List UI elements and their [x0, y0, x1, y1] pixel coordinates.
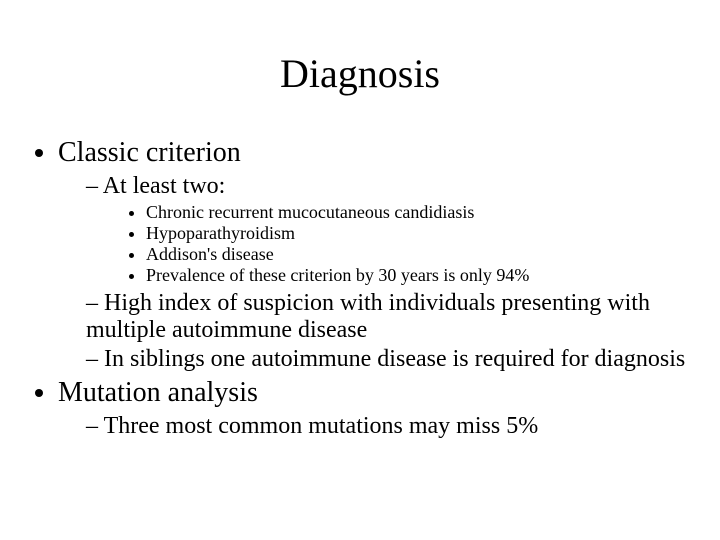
list-item: Classic criterion At least two: Chronic …	[58, 137, 690, 373]
list-item: At least two: Chronic recurrent mucocuta…	[86, 173, 690, 286]
list-item: In siblings one autoimmune disease is re…	[86, 346, 690, 373]
bullet-text: Hypoparathyroidism	[146, 223, 295, 243]
bullet-text: At least two:	[103, 173, 226, 199]
list-item: Chronic recurrent mucocutaneous candidia…	[146, 202, 690, 223]
slide-title: Diagnosis	[30, 50, 690, 97]
bullet-list-level3: Chronic recurrent mucocutaneous candidia…	[86, 202, 690, 286]
bullet-text: Prevalence of these criterion by 30 year…	[146, 265, 529, 285]
list-item: Hypoparathyroidism	[146, 223, 690, 244]
list-item: High index of suspicion with individuals…	[86, 290, 690, 344]
bullet-list-level2: Three most common mutations may miss 5%	[58, 413, 690, 440]
bullet-list-level2: At least two: Chronic recurrent mucocuta…	[58, 173, 690, 373]
list-item: Mutation analysis Three most common muta…	[58, 377, 690, 440]
bullet-text: Three most common mutations may miss 5%	[104, 413, 539, 439]
list-item: Addison's disease	[146, 244, 690, 265]
slide: Diagnosis Classic criterion At least two…	[0, 0, 720, 540]
bullet-text: Chronic recurrent mucocutaneous candidia…	[146, 202, 474, 222]
list-item: Prevalence of these criterion by 30 year…	[146, 265, 690, 286]
bullet-list-level1: Classic criterion At least two: Chronic …	[30, 137, 690, 440]
bullet-text: High index of suspicion with individuals…	[86, 290, 650, 343]
list-item: Three most common mutations may miss 5%	[86, 413, 690, 440]
bullet-text: Mutation analysis	[58, 377, 258, 408]
bullet-text: Classic criterion	[58, 137, 241, 168]
bullet-text: Addison's disease	[146, 244, 274, 264]
bullet-text: In siblings one autoimmune disease is re…	[104, 346, 685, 372]
